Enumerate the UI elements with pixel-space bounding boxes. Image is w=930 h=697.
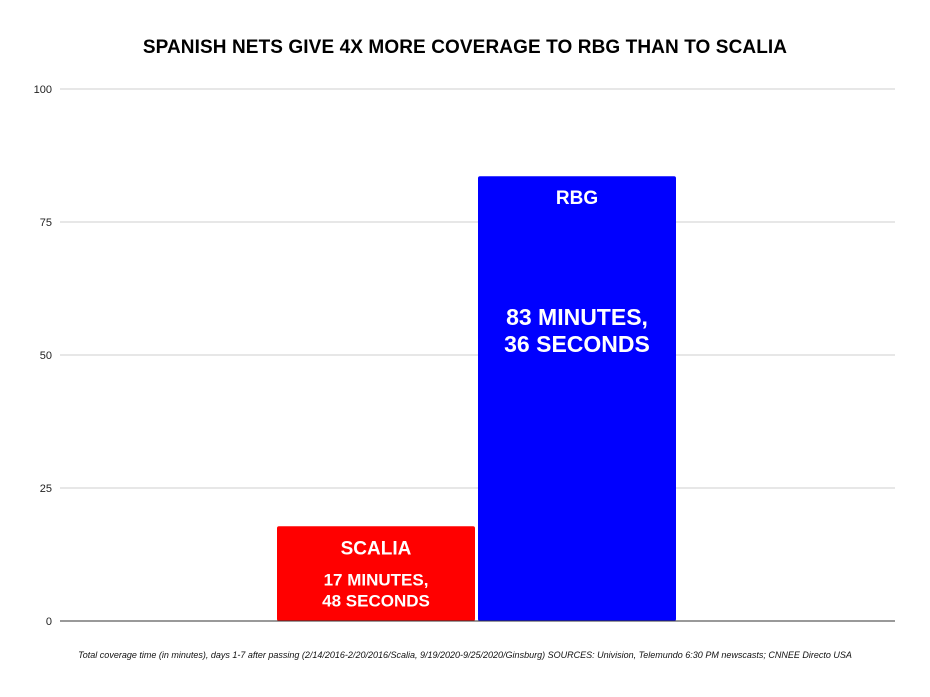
- bar-value-label: 83 MINUTES,: [506, 304, 648, 330]
- bars: SCALIA 17 MINUTES, 48 SECONDS RBG 83 MINUTES…: [277, 176, 676, 622]
- bar-value-label: 17 MINUTES,: [324, 570, 429, 589]
- y-tick-label: 50: [40, 350, 52, 362]
- footnote: Total coverage time (in minutes), days 1…: [78, 650, 852, 660]
- y-tick-label: 100: [34, 84, 52, 96]
- gridlines: [60, 88, 895, 489]
- bar-scalia: [277, 526, 475, 621]
- bar-rbg: [478, 176, 676, 622]
- y-tick-label: 25: [40, 483, 52, 495]
- chart-title: SPANISH NETS GIVE 4X MORE COVERAGE TO RB…: [142, 37, 788, 58]
- bar-value-label: 36 SECONDS: [504, 331, 650, 357]
- bar-group-rbg: RBG 83 MINUTES,36 SECONDS: [478, 176, 676, 622]
- bar-group-scalia: SCALIA 17 MINUTES, 48 SECONDS: [277, 526, 475, 621]
- y-tick-label: 0: [46, 616, 52, 628]
- bar-category-label: SCALIA: [341, 538, 412, 559]
- bar-value-label: 48 SECONDS: [322, 591, 430, 610]
- y-axis-ticks: 0 25 50 75 100: [34, 84, 52, 628]
- y-tick-label: 75: [40, 217, 52, 229]
- bar-category-label: RBG: [556, 188, 598, 209]
